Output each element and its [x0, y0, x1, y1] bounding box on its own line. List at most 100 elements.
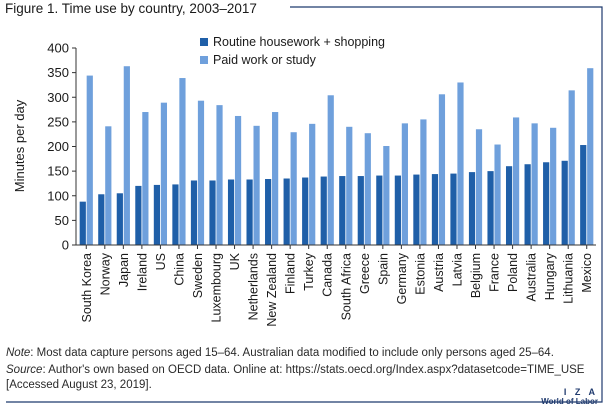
x-tick-label: South Africa: [339, 253, 353, 320]
bar-paid-work: [383, 146, 390, 245]
bar-housework: [227, 179, 235, 245]
bar-housework: [283, 178, 290, 245]
bar-housework: [468, 172, 476, 245]
figure-source-cont: [Accessed August 23, 2019].: [6, 378, 152, 393]
bar-paid-work: [457, 82, 464, 245]
bar-paid-work: [475, 129, 483, 245]
x-tick-label: US: [154, 253, 168, 270]
figure-source: Source: Author's own based on OECD data.…: [6, 363, 584, 378]
x-tick-label: Hungary: [543, 252, 557, 300]
bar-paid-work: [272, 112, 279, 246]
x-tick-label: Mexico: [580, 253, 594, 293]
bar-paid-work: [568, 90, 575, 245]
bar-housework: [190, 180, 198, 245]
bar-housework: [153, 184, 161, 245]
bar-paid-work: [123, 66, 130, 245]
bar-housework: [524, 164, 531, 245]
bar-paid-work: [253, 125, 260, 245]
x-tick-label: South Korea: [80, 253, 94, 323]
bar-housework: [320, 176, 327, 245]
bar-housework: [505, 166, 513, 245]
y-tick-label: 150: [47, 164, 69, 179]
x-tick-label: Ireland: [135, 253, 149, 291]
x-tick-label: Luxembourg: [210, 253, 224, 323]
frame-border: [6, 6, 603, 403]
y-tick-label: 250: [47, 114, 69, 129]
bar-housework: [172, 184, 179, 245]
bar-housework: [209, 180, 216, 245]
y-tick-label: 100: [47, 188, 69, 203]
bar-housework: [246, 179, 253, 245]
bar-paid-work: [216, 105, 223, 245]
bar-paid-work: [327, 95, 334, 245]
y-tick-label: 50: [55, 213, 69, 228]
source-text: : Author's own based on OECD data. Onlin…: [42, 364, 585, 376]
bar-paid-work: [142, 112, 149, 246]
x-tick-label: Estonia: [413, 253, 427, 295]
legend-label-series1: Routine housework + shopping: [213, 35, 385, 49]
bar-housework: [339, 176, 346, 245]
x-tick-label: Turkey: [302, 252, 316, 290]
bar-paid-work: [364, 133, 371, 245]
figure-note: Note: Most data capture persons aged 15–…: [6, 346, 554, 361]
bar-housework: [357, 176, 364, 245]
source-text-2: [Accessed August 23, 2019].: [6, 379, 152, 391]
x-tick-label: Spain: [376, 253, 390, 285]
x-tick-label: Japan: [117, 253, 131, 287]
bar-paid-work: [587, 68, 594, 245]
x-tick-label: Latvia: [450, 253, 464, 286]
x-tick-label: Netherlands: [247, 253, 261, 320]
x-tick-label: Germany: [395, 252, 409, 304]
bar-housework: [394, 175, 401, 245]
legend-swatch-series1: [200, 38, 208, 46]
note-label: Note: [6, 347, 31, 359]
x-axis: South Korea Norway Japan Ireland US China Swed…: [76, 244, 596, 327]
bar-housework: [79, 201, 86, 245]
x-tick-label: China: [172, 253, 186, 286]
iza-logo-sub: World of Labor: [541, 397, 598, 406]
x-tick-label: Greece: [358, 253, 372, 294]
bar-paid-work: [105, 126, 112, 245]
y-tick-label: 300: [47, 90, 69, 105]
bar-paid-work: [420, 119, 427, 245]
y-axis: 0 50 100 150 200 250 300 350 400: [47, 41, 77, 253]
bar-housework: [135, 185, 142, 245]
bar-paid-work: [160, 102, 168, 245]
bar-paid-work: [346, 126, 353, 245]
x-tick-label: Poland: [506, 253, 520, 292]
bar-paid-work: [512, 117, 520, 245]
x-tick-label: Lithuania: [562, 253, 576, 304]
bar-paid-work: [86, 75, 93, 245]
bar-housework: [116, 193, 123, 245]
bar-paid-work: [179, 78, 186, 245]
figure-title: Figure 1. Time use by country, 2003–2017: [5, 1, 257, 16]
bar-housework: [561, 160, 568, 245]
bar-housework: [413, 174, 420, 245]
x-tick-label: Canada: [321, 253, 335, 297]
y-tick-label: 350: [47, 65, 69, 80]
x-tick-label: Norway: [98, 252, 112, 295]
x-tick-label: Australia: [525, 253, 539, 302]
bar-housework: [487, 171, 494, 245]
bar-paid-work: [234, 115, 242, 245]
x-tick-label: UK: [228, 252, 242, 270]
legend-label-series2: Paid work or study: [213, 53, 317, 67]
bar-paid-work: [290, 132, 297, 245]
bar-paid-work: [531, 123, 538, 245]
note-text: : Most data capture persons aged 15–64. …: [30, 347, 554, 359]
bar-housework: [450, 173, 457, 245]
bar-housework: [580, 145, 587, 245]
bar-housework: [98, 194, 105, 245]
bar-housework: [431, 174, 439, 245]
legend-swatch-series2: [200, 56, 208, 64]
bars: [79, 66, 594, 246]
x-tick-label: Finland: [284, 253, 298, 294]
y-axis-label: Minutes per day: [12, 99, 27, 192]
source-label: Source: [6, 364, 43, 376]
y-tick-label: 400: [47, 41, 69, 56]
x-tick-label: France: [488, 253, 502, 292]
bar-paid-work: [550, 127, 557, 245]
bar-paid-work: [401, 123, 408, 245]
bar-paid-work: [309, 123, 316, 245]
